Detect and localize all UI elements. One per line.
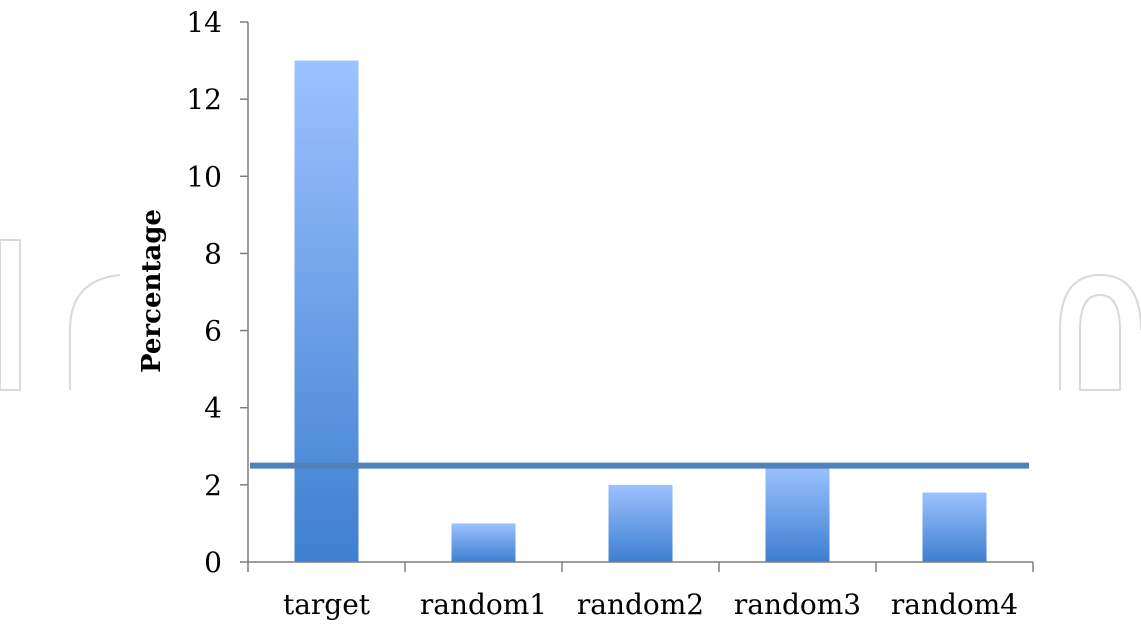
x-tick-label: random1	[420, 588, 547, 621]
bar-random2	[608, 484, 673, 562]
x-tick-label: random4	[891, 588, 1018, 621]
y-tick-label: 2	[204, 469, 222, 502]
bar-target	[294, 60, 359, 562]
bar-random3	[765, 465, 830, 562]
y-tick-label: 8	[204, 237, 222, 270]
axes-group	[247, 22, 1033, 563]
y-axis-ticks: 0 2 4 6 8 10 12 14	[186, 6, 248, 579]
y-tick-label: 4	[204, 392, 222, 425]
y-tick-label: 12	[186, 83, 222, 116]
bar-random4	[922, 492, 987, 562]
x-axis-ticks: target random1 random2 random3 random4	[247, 562, 1034, 621]
watermark-graphic	[0, 239, 1141, 391]
bar-random1	[451, 523, 516, 562]
x-tick-label: random3	[734, 588, 861, 621]
y-axis-label: Percentage	[137, 209, 167, 373]
y-tick-label: 14	[186, 6, 222, 39]
bars-group	[294, 60, 987, 562]
x-tick-label: random2	[577, 588, 704, 621]
y-tick-label: 10	[186, 160, 222, 193]
x-tick-label: target	[283, 588, 371, 621]
y-tick-label: 0	[204, 546, 222, 579]
y-tick-label: 6	[204, 315, 222, 348]
